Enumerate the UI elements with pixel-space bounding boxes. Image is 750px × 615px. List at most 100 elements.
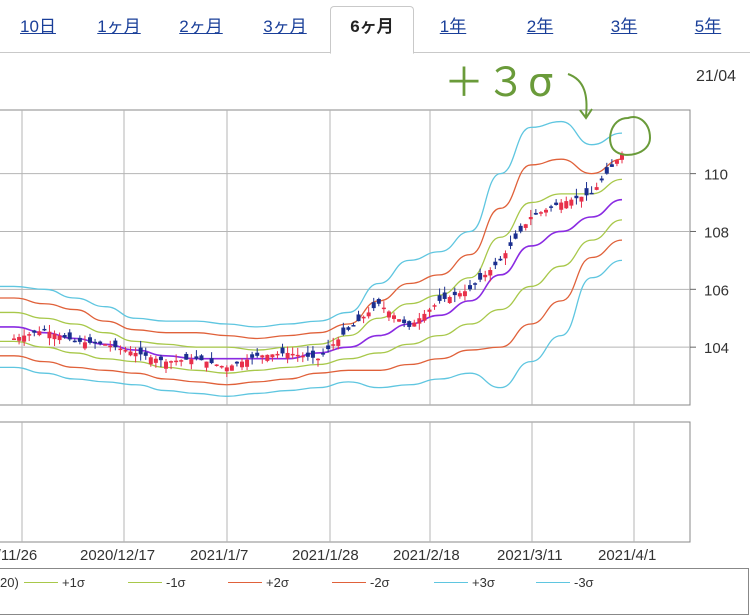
x-tick-label: 2021/1/7 [190, 547, 248, 564]
candle-body [169, 361, 174, 363]
candle-body [386, 311, 391, 318]
x-tick-label: 2021/2/18 [393, 547, 460, 564]
annotation-marks [567, 73, 652, 156]
annotation-arrow [567, 73, 588, 117]
candle-body [549, 206, 554, 208]
candle-body [599, 178, 604, 181]
legend-swatch [128, 581, 162, 583]
candle-body [452, 291, 457, 296]
candle-body [376, 298, 381, 304]
candle-body [397, 319, 402, 322]
candle-body [219, 365, 224, 368]
y-axis: 104 106 108 110 [690, 167, 729, 357]
candle-body [234, 361, 239, 364]
tab-1[interactable]: 1ヶ月 [97, 17, 141, 36]
candle-body [123, 350, 128, 352]
candle-body [245, 359, 250, 367]
candle-body [214, 364, 219, 367]
legend-swatch [536, 581, 570, 583]
legend-item: -3σ [536, 573, 594, 591]
legend-label: -1σ [166, 574, 186, 590]
candle-body [569, 199, 574, 206]
annotation-circle [609, 116, 652, 156]
candle-body [128, 351, 133, 356]
candle-body [57, 335, 62, 341]
candle-body [22, 335, 27, 342]
y-tick-label: 104 [704, 340, 729, 357]
candle-body [275, 353, 280, 356]
legend-swatch [434, 581, 468, 583]
candle-body [184, 353, 189, 360]
x-tick-label: 2021/1/28 [292, 547, 359, 564]
candle-body [518, 225, 523, 232]
band-line-0 [0, 120, 623, 328]
x-tick-label: 20/11/26 [0, 547, 37, 564]
candle-body [604, 167, 609, 174]
legend-label: -3σ [574, 574, 594, 590]
candle-body [189, 359, 194, 365]
band-line-6 [0, 259, 623, 397]
candle-body [392, 315, 396, 319]
candle-body [138, 347, 143, 355]
bollinger-bands [0, 120, 623, 397]
candle-body [204, 361, 209, 368]
candle-body [240, 361, 244, 368]
candle-body [229, 365, 234, 371]
legend-label: +2σ [266, 574, 289, 590]
tab-3[interactable]: 3ヶ月 [263, 17, 307, 36]
candle-body [179, 360, 184, 362]
candle-body [265, 354, 270, 361]
band-line-3 [0, 198, 623, 360]
candle-body [361, 316, 366, 319]
date-label: 21/04 [696, 68, 737, 85]
tab-8[interactable]: 5年 [694, 17, 722, 36]
legend-item: +2σ [228, 573, 289, 591]
x-axis: 20/11/26 2020/12/17 2021/1/7 2021/1/28 2021/… [0, 547, 656, 564]
legend-item: -2σ [332, 573, 390, 591]
candle-body [351, 325, 356, 327]
candle-body [457, 293, 462, 297]
candle-body [356, 314, 361, 322]
legend-swatch [228, 581, 262, 583]
candle-body [402, 319, 407, 324]
legend-item: +1σ [24, 573, 85, 591]
tab-5[interactable]: 1年 [439, 17, 467, 36]
candle-body [498, 258, 503, 261]
candle-body [412, 322, 417, 327]
legend-label: -2σ [370, 574, 390, 590]
candle-body [113, 340, 118, 348]
candle-body [508, 242, 513, 246]
tab-2[interactable]: 2ヶ月 [179, 17, 223, 36]
main-plot-area [0, 109, 691, 406]
candle-body [371, 302, 376, 309]
candle-body [513, 233, 518, 239]
candle-body [462, 291, 467, 297]
candle-body [366, 312, 371, 317]
candle-body [310, 350, 315, 358]
candle-body [280, 347, 285, 354]
candle-body [148, 357, 153, 365]
candle-body [478, 272, 483, 280]
legend-label: +3σ [472, 574, 495, 590]
tab-0[interactable]: 10日 [20, 17, 56, 36]
candle-body [32, 330, 37, 333]
candle-body [164, 361, 168, 369]
candle-body [108, 345, 113, 348]
tab-7[interactable]: 3年 [610, 17, 638, 36]
tab-4[interactable]: 6ヶ月 [330, 6, 414, 54]
candle-body [594, 187, 599, 190]
main-plot-frame [0, 109, 691, 406]
candle-body [427, 309, 432, 312]
sub-plot-frame [0, 421, 691, 543]
period-tab-bar: 10日 1ヶ月 2ヶ月 3ヶ月 6ヶ月 1年 2年 3年 5年 [0, 0, 750, 54]
candle-body [523, 224, 528, 228]
candle-body [442, 292, 447, 299]
candle-body [574, 195, 579, 199]
tab-6[interactable]: 2年 [526, 17, 554, 36]
candle-body [250, 354, 255, 358]
candle-body [336, 339, 341, 346]
candle-body [544, 209, 548, 213]
candle-body [609, 164, 614, 167]
annotation-arrowhead [579, 108, 593, 120]
